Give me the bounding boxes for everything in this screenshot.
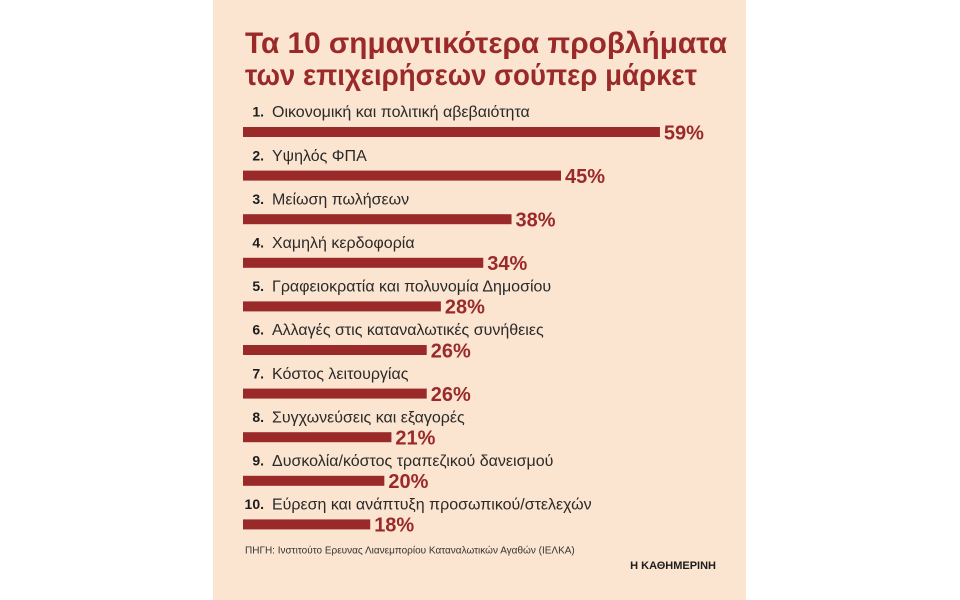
category-label: Γραφειοκρατία και πολυνομία Δημοσίου xyxy=(272,279,551,296)
rank-label: 7. xyxy=(252,365,264,381)
value-label: 26% xyxy=(431,340,471,362)
rank-label: 3. xyxy=(252,191,264,207)
value-label: 21% xyxy=(395,427,435,449)
bar xyxy=(243,214,512,225)
category-label: Δυσκολία/κόστος τραπεζικού δανεισμού xyxy=(272,453,553,470)
panel xyxy=(213,0,746,600)
bar xyxy=(243,432,392,443)
chart-title: των επιχειρήσεων σούπερ μάρκετ xyxy=(245,59,697,92)
rank-label: 10. xyxy=(245,496,264,512)
bar xyxy=(243,257,484,268)
category-label: Μείωση πωλήσεων xyxy=(272,191,409,208)
bar xyxy=(243,170,561,181)
bar xyxy=(243,519,371,530)
rank-label: 2. xyxy=(252,147,264,163)
rank-label: 4. xyxy=(252,235,264,251)
rank-label: 6. xyxy=(252,322,264,338)
category-label: Εύρεση και ανάπτυξη προσωπικού/στελεχών xyxy=(272,497,592,514)
category-label: Χαμηλή κερδοφορία xyxy=(272,235,415,252)
value-label: 38% xyxy=(516,209,556,231)
rank-label: 8. xyxy=(252,409,264,425)
value-label: 20% xyxy=(388,471,428,493)
value-label: 34% xyxy=(487,253,527,275)
value-label: 26% xyxy=(431,384,471,406)
chart-title: Τα 10 σημαντικότερα προβλήματα xyxy=(245,27,728,60)
bar xyxy=(243,127,660,137)
category-label: Υψηλός ΦΠΑ xyxy=(272,148,367,165)
rank-label: 1. xyxy=(252,104,264,120)
value-label: 18% xyxy=(374,515,414,537)
value-label: 28% xyxy=(445,297,485,319)
bar xyxy=(243,345,427,355)
value-label: 45% xyxy=(565,166,605,188)
category-label: Συγχωνεύσεις και εξαγορές xyxy=(272,409,465,426)
rank-label: 9. xyxy=(252,453,264,469)
bar xyxy=(243,388,427,399)
publisher-logo: Η ΚΑΘΗΜΕΡΙΝΗ xyxy=(630,560,716,572)
category-label: Κόστος λειτουργίας xyxy=(272,366,409,383)
category-label: Οικονομική και πολιτική αβεβαιότητα xyxy=(272,104,530,121)
value-label: 59% xyxy=(664,122,704,144)
rank-label: 5. xyxy=(252,278,264,294)
source: ΠΗΓΗ: Ινστιτούτο Ερευνας Λιανεμπορίου Κα… xyxy=(245,545,575,557)
bar xyxy=(243,301,441,312)
bar xyxy=(243,475,385,486)
category-label: Αλλαγές στις καταναλωτικές συνήθειες xyxy=(272,322,544,339)
